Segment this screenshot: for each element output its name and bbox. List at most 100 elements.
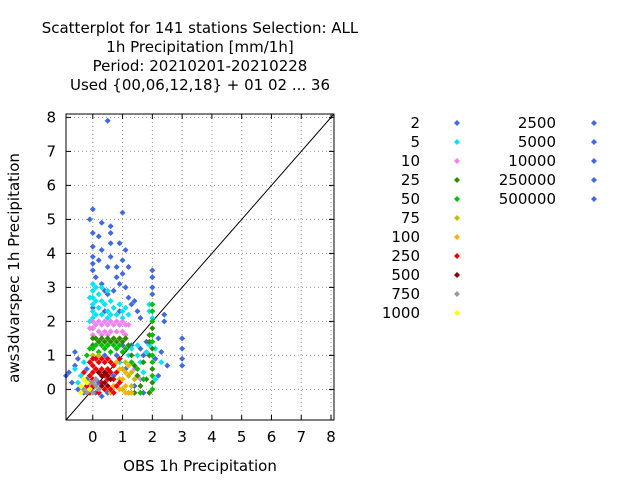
y-tick-label: 4	[46, 244, 56, 262]
data-point	[122, 369, 129, 376]
data-point	[104, 372, 111, 379]
data-point	[158, 349, 165, 355]
data-point	[179, 355, 186, 362]
data-point	[113, 264, 120, 270]
legend-label: 5000	[518, 133, 556, 151]
data-point	[74, 386, 81, 393]
data-point	[161, 311, 168, 318]
data-point	[71, 349, 78, 355]
data-point	[134, 372, 141, 379]
data-point	[149, 345, 156, 352]
data-point	[119, 318, 126, 325]
y-tick-label: 6	[46, 176, 56, 194]
data-point	[125, 362, 132, 369]
data-point	[107, 376, 114, 383]
data-point	[92, 274, 99, 281]
data-point	[89, 389, 96, 396]
legend-label: 75	[401, 209, 420, 227]
data-point	[149, 325, 156, 332]
data-point	[113, 359, 120, 366]
legend-marker	[591, 177, 597, 183]
x-tick-label: 0	[88, 428, 98, 446]
legend-marker	[591, 120, 597, 126]
legend-marker	[454, 158, 460, 164]
data-point	[107, 359, 114, 366]
data-point	[89, 362, 96, 369]
title-line-1: Scatterplot for 141 stations Selection: …	[42, 19, 359, 37]
data-point	[101, 328, 108, 335]
data-point	[152, 376, 159, 383]
data-point	[74, 355, 81, 362]
data-point	[107, 298, 114, 304]
legend-marker	[454, 139, 460, 145]
data-point	[95, 386, 102, 393]
data-point	[116, 321, 123, 328]
x-tick-label: 4	[207, 428, 217, 446]
legend-marker	[454, 120, 460, 126]
legend-label: 50	[401, 190, 420, 208]
data-point	[125, 342, 132, 349]
data-point	[80, 359, 87, 366]
data-point	[119, 270, 126, 277]
data-point	[107, 386, 114, 393]
data-point	[155, 335, 162, 342]
data-point	[107, 253, 114, 260]
data-point	[80, 369, 87, 376]
data-point	[128, 301, 135, 308]
legend-label: 500000	[499, 190, 556, 208]
data-point	[95, 257, 102, 264]
data-point	[86, 345, 93, 352]
data-point	[122, 359, 129, 366]
legend-label: 10000	[508, 152, 556, 170]
data-point	[149, 372, 156, 379]
data-point	[116, 281, 123, 287]
data-point	[98, 298, 105, 304]
data-point	[158, 359, 165, 366]
data-point	[95, 318, 102, 325]
legend-marker	[454, 177, 460, 183]
legend-marker	[454, 215, 460, 221]
data-point	[119, 328, 126, 335]
data-point	[113, 338, 120, 345]
data-point	[95, 389, 102, 396]
y-tick-label: 8	[46, 108, 56, 126]
data-point	[89, 369, 96, 376]
data-point	[152, 355, 159, 362]
data-point	[134, 352, 141, 359]
data-point	[107, 349, 114, 355]
title-line-3: Period: 20210201-20210228	[93, 57, 308, 75]
data-point	[137, 383, 144, 389]
data-point	[140, 359, 147, 366]
data-point	[104, 366, 111, 372]
data-point	[134, 366, 141, 372]
data-point	[104, 342, 111, 349]
data-point	[116, 386, 123, 393]
data-point	[83, 383, 90, 389]
data-point	[92, 383, 99, 389]
data-point	[83, 366, 90, 372]
data-point	[137, 389, 144, 396]
data-point	[137, 315, 144, 321]
data-point	[131, 298, 138, 304]
data-point	[68, 379, 75, 386]
data-point	[128, 359, 135, 366]
title-line-2: 1h Precipitation [mm/1h]	[106, 38, 293, 56]
data-point	[119, 257, 126, 264]
data-point	[119, 349, 126, 355]
data-point	[104, 315, 111, 321]
data-point	[104, 264, 111, 270]
data-point	[71, 366, 78, 372]
legend-label: 250000	[499, 171, 556, 189]
data-point	[125, 264, 132, 270]
data-point	[122, 345, 129, 352]
data-point	[98, 372, 105, 379]
data-points	[63, 117, 186, 400]
legend-marker	[591, 158, 597, 164]
x-axis-label: OBS 1h Precipitation	[123, 457, 277, 475]
x-tick-label: 6	[267, 428, 277, 446]
data-point	[164, 362, 171, 369]
data-point	[101, 301, 108, 308]
chart-title: Scatterplot for 141 stations Selection: …	[42, 19, 359, 94]
data-point	[128, 389, 135, 396]
